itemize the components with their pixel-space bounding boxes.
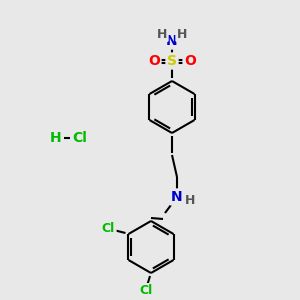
Text: N: N — [166, 34, 178, 48]
Text: H: H — [157, 28, 167, 40]
Text: Cl: Cl — [73, 131, 87, 145]
Text: O: O — [148, 54, 160, 68]
Text: O: O — [184, 54, 196, 68]
Text: S: S — [167, 54, 177, 68]
Text: H: H — [50, 131, 62, 145]
Text: H: H — [177, 28, 187, 40]
Text: H: H — [185, 194, 195, 208]
Text: Cl: Cl — [102, 223, 115, 236]
Text: N: N — [171, 190, 183, 204]
Text: Cl: Cl — [140, 284, 153, 298]
